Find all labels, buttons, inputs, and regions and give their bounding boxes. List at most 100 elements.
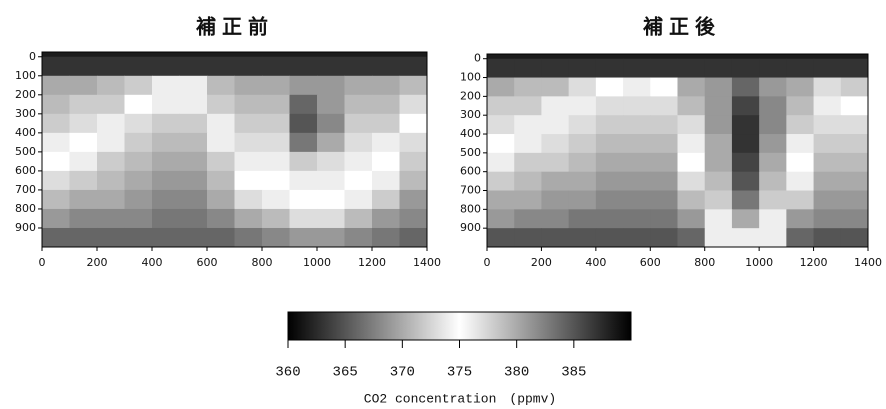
heatmap-cell bbox=[568, 152, 597, 173]
heatmap-cell bbox=[399, 189, 428, 210]
heatmap-cell bbox=[650, 171, 678, 192]
heatmap-cell bbox=[786, 190, 815, 210]
heatmap-cell bbox=[152, 151, 180, 172]
x-tick-label: 600 bbox=[640, 256, 661, 269]
heatmap-cell bbox=[568, 209, 597, 229]
heatmap-cell bbox=[731, 228, 760, 248]
heatmap-cell bbox=[289, 113, 318, 134]
heatmap-cell bbox=[595, 58, 624, 79]
heatmap-cell bbox=[207, 151, 235, 172]
x-tick-label: 800 bbox=[694, 256, 715, 269]
heatmap-cell bbox=[677, 115, 706, 135]
heatmap-cell bbox=[759, 134, 787, 154]
heatmap-cell bbox=[650, 152, 678, 173]
heatmap-cell bbox=[731, 58, 760, 79]
heatmap-cell bbox=[623, 77, 651, 97]
heatmap-cell bbox=[840, 209, 869, 229]
heatmap-cell bbox=[399, 75, 428, 96]
heatmap-cell bbox=[179, 189, 208, 210]
heatmap-cell bbox=[786, 134, 815, 154]
heatmap-cell bbox=[759, 190, 787, 210]
heatmap-cell bbox=[317, 170, 345, 191]
y-tick-label: 100 bbox=[15, 69, 36, 82]
x-tick-label: 400 bbox=[585, 256, 606, 269]
heatmap-cell bbox=[568, 77, 597, 97]
plot-frame bbox=[486, 53, 869, 248]
y-tick-label: 500 bbox=[460, 146, 481, 159]
heatmap-cell bbox=[813, 171, 842, 192]
heatmap-cell bbox=[704, 190, 733, 210]
heatmap-cell bbox=[234, 170, 263, 191]
heatmap-cell bbox=[786, 96, 815, 116]
heatmap-cell bbox=[731, 209, 760, 229]
heatmap-cell bbox=[786, 171, 815, 192]
heatmap-cell bbox=[262, 189, 290, 210]
plot-frame bbox=[41, 51, 428, 248]
heatmap-cell bbox=[372, 132, 400, 153]
heatmap-cell bbox=[344, 75, 373, 96]
heatmap-cell bbox=[179, 56, 208, 77]
heatmap-cell bbox=[813, 96, 842, 116]
heatmap-cell bbox=[704, 77, 733, 97]
heatmap-cell bbox=[124, 170, 153, 191]
heatmap-cell bbox=[42, 75, 70, 96]
x-tick-label: 1200 bbox=[358, 256, 386, 269]
heatmap-cell bbox=[262, 132, 290, 153]
heatmap-cell bbox=[262, 56, 290, 77]
heatmap-cell bbox=[595, 77, 624, 97]
heatmap-cell bbox=[514, 209, 542, 229]
heatmap-cell bbox=[42, 208, 70, 229]
heatmap-cell bbox=[234, 132, 263, 153]
heatmap-cell bbox=[595, 190, 624, 210]
heatmap-cell bbox=[69, 75, 98, 96]
heatmap-cell bbox=[152, 227, 180, 248]
colorbar-tick-label: 380 bbox=[504, 365, 529, 381]
heatmap-cell bbox=[487, 190, 515, 210]
heatmap-cell bbox=[317, 227, 345, 248]
heatmap-cell bbox=[623, 115, 651, 135]
heatmap-cell bbox=[207, 227, 235, 248]
x-tick-label: 400 bbox=[142, 256, 163, 269]
heatmap-cell bbox=[487, 171, 515, 192]
heatmap-cell bbox=[317, 94, 345, 115]
heatmap-cell bbox=[289, 132, 318, 153]
y-tick-label: 400 bbox=[460, 127, 481, 140]
y-tick-label: 900 bbox=[15, 221, 36, 234]
heatmap-cell bbox=[179, 208, 208, 229]
heatmap-cell bbox=[372, 75, 400, 96]
y-tick-label: 0 bbox=[29, 50, 36, 63]
heatmap-cell bbox=[568, 134, 597, 154]
heatmap-cell bbox=[541, 134, 570, 154]
y-tick-label: 200 bbox=[460, 89, 481, 102]
heatmap-cell bbox=[623, 209, 651, 229]
heatmap-cell bbox=[840, 171, 869, 192]
heatmap-cell bbox=[541, 171, 570, 192]
heatmap-cell bbox=[677, 171, 706, 192]
heatmap-cell bbox=[704, 96, 733, 116]
heatmap-cell bbox=[677, 209, 706, 229]
y-tick-label: 300 bbox=[15, 107, 36, 120]
heatmap-cell bbox=[97, 113, 125, 134]
heatmap-cell bbox=[124, 189, 153, 210]
colorbar bbox=[287, 311, 632, 341]
heatmap-cell bbox=[372, 113, 400, 134]
heatmap-cell bbox=[813, 77, 842, 97]
heatmap-cell bbox=[234, 227, 263, 248]
heatmap-cell bbox=[399, 113, 428, 134]
heatmap-cell bbox=[42, 227, 70, 248]
heatmap-cell bbox=[759, 58, 787, 79]
heatmap-cell bbox=[207, 113, 235, 134]
heatmap-cell bbox=[623, 134, 651, 154]
heatmap-cell bbox=[840, 58, 869, 79]
heatmap-cell bbox=[623, 96, 651, 116]
heatmap-cell bbox=[97, 208, 125, 229]
y-tick-label: 300 bbox=[460, 108, 481, 121]
heatmap-cell bbox=[234, 189, 263, 210]
heatmap-cell bbox=[179, 170, 208, 191]
heatmap-cell bbox=[704, 228, 733, 248]
heatmap-cell bbox=[514, 115, 542, 135]
y-tick-label: 0 bbox=[474, 52, 481, 65]
heatmap-cell bbox=[487, 58, 515, 79]
heatmap-cell bbox=[677, 152, 706, 173]
heatmap-cell bbox=[568, 96, 597, 116]
